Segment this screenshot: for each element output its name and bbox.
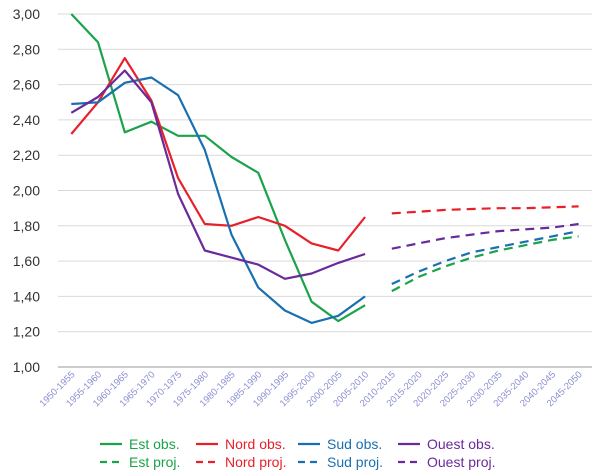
y-tick-label: 2,60 xyxy=(13,77,40,93)
legend-label-est-proj: Est proj. xyxy=(129,454,180,470)
series-lines xyxy=(70,13,579,324)
legend-label-nord-proj: Nord proj. xyxy=(225,454,286,470)
y-tick-label: 1,20 xyxy=(13,324,40,340)
series-line-est-obs xyxy=(70,13,366,323)
legend-label-sud-obs: Sud obs. xyxy=(327,436,382,452)
y-tick-label: 2,20 xyxy=(13,147,40,163)
y-tick-label: 1,80 xyxy=(13,218,40,234)
legend-label-sud-proj: Sud proj. xyxy=(327,454,383,470)
series-line-sud-proj xyxy=(391,230,579,285)
series-line-nord-obs xyxy=(70,56,366,252)
series-line-sud-obs xyxy=(71,76,366,324)
y-tick-label: 1,60 xyxy=(13,253,40,269)
legend-label-ouest-obs: Ouest obs. xyxy=(427,436,495,452)
y-tick-label: 2,80 xyxy=(13,41,40,57)
series-line-nord-proj xyxy=(391,205,579,215)
series-line-ouest-proj xyxy=(391,222,579,250)
legend-label-nord-obs: Nord obs. xyxy=(225,436,286,452)
legend: Est obs. Nord obs. Sud obs. Ouest obs. Est p… xyxy=(100,436,495,470)
legend-label-est-obs: Est obs. xyxy=(129,436,180,452)
y-tick-label: 1,40 xyxy=(13,288,40,304)
series-line-ouest-obs xyxy=(70,69,366,280)
y-tick-label: 2,00 xyxy=(13,183,40,199)
gridlines xyxy=(58,13,592,333)
y-axis-ticks: 1,00 1,20 1,40 1,60 1,80 2,00 2,20 2,40 2,60 2,80… xyxy=(13,6,40,375)
legend-label-ouest-proj: Ouest proj. xyxy=(427,454,495,470)
y-tick-label: 1,00 xyxy=(13,359,40,375)
x-axis-ticks: 1950-19551955-19601960-19651965-19701970… xyxy=(38,369,585,409)
series-line-est-proj xyxy=(391,235,579,293)
y-tick-label: 2,40 xyxy=(13,112,40,128)
y-tick-label: 3,00 xyxy=(13,6,40,22)
